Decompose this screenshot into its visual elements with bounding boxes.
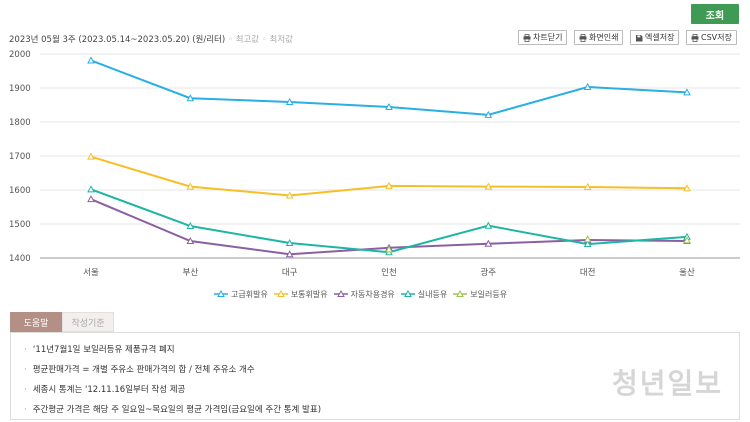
note-item: · 평균판매가격 = 개별 주유소 판매가격의 합 / 전체 주유소 개수 [24,365,255,375]
hint-max: ◦ 최고값 [227,35,260,45]
note-item: · 주간평균 가격은 해당 주 일요일~목요일의 평균 가격임(금요일에 주간 통… [24,405,322,415]
excel-save-label: 엑셀저장 [645,33,675,42]
legend-marker-icon [214,290,228,297]
x-tick-label: 대구 [282,268,298,278]
y-tick-label: 1400 [9,254,31,264]
note-text: 세종시 통계는 '12.11.16일부터 작성 제공 [32,385,186,395]
note-item: · ‘11년7월1일 보일러등유 제품규격 폐지 [24,345,175,355]
legend-item[interactable]: 실내등유 [400,289,448,300]
help-panel: · ‘11년7월1일 보일러등유 제품규격 폐지 · 평균판매가격 = 개별 주유소… [10,332,740,420]
note-text: 주간평균 가격은 해당 주 일요일~목요일의 평균 가격임(금요일에 주간 통계… [32,405,322,415]
legend-label: 자동차용경유 [350,289,395,299]
legend-label: 보통휘발유 [290,289,328,299]
legend-item[interactable]: 보통휘발유 [273,289,328,300]
hint-max-label: 최고값 [235,35,260,45]
printer-icon [579,33,587,42]
x-tick-label: 광주 [480,267,496,278]
y-tick-label: 2000 [9,50,31,60]
x-tick-label: 인천 [381,267,397,278]
legend-marker-icon [273,290,288,297]
close-chart-label: 차트닫기 [533,33,563,42]
data-point [583,235,592,243]
data-point [87,152,95,160]
csv-save-button[interactable]: CSV저장 [686,30,737,45]
legend-label: 실내등유 [417,289,448,299]
legend-item[interactable]: 자동차용경유 [333,289,395,300]
data-point [186,182,195,190]
info-tabs: 도움말 작성기준 [10,312,114,332]
unit-text: (원/리터) [192,35,226,45]
x-tick-label: 대전 [580,267,596,278]
note-item: · 세종시 통계는 '12.11.16일부터 작성 제공 [24,385,186,395]
data-point [583,240,592,248]
hint-min-label: 최저값 [269,35,293,45]
print-screen-label: 화면인쇄 [589,33,619,42]
save-icon [636,34,643,41]
close-chart-button[interactable]: 차트닫기 [518,30,568,45]
printer-icon [691,33,699,42]
data-point [285,97,294,105]
tab-help[interactable]: 도움말 [10,312,62,332]
data-point [385,181,393,189]
data-point [385,245,393,253]
data-point [285,238,294,247]
watermark-logo: 청년일보 [612,367,724,400]
data-point [484,239,493,247]
x-tick-label: 서울 [83,268,99,278]
excel-save-button[interactable]: 엑셀저장 [630,30,680,45]
printer-icon [523,33,531,42]
data-point [484,221,493,229]
data-point [285,191,294,199]
note-text: 평균판매가격 = 개별 주유소 판매가격의 합 / 전체 주유소 개수 [32,365,255,375]
legend-item[interactable]: 고급휘발유 [214,289,268,300]
print-screen-button[interactable]: 화면인쇄 [574,30,624,45]
x-tick-label: 부산 [183,267,199,278]
legend-marker-icon [400,290,415,297]
data-point [186,94,195,102]
chart-legend: 고급휘발유 보통휘발유 자동차용경유 실내등유 보일러등유 [214,287,544,301]
data-point [583,82,592,90]
period-label: 2023년 05월 3주 (2023.05.14~2023.05.20) (원/… [9,33,293,45]
data-point [385,102,393,111]
data-point [285,250,294,258]
data-point [683,88,691,96]
legend-marker-icon [453,290,468,297]
hint-min: ◦ 최저값 [261,35,293,45]
legend-label: 고급휘발유 [231,289,268,299]
data-point [683,184,691,192]
data-point [87,56,95,64]
tab-criteria[interactable]: 작성기준 [62,312,114,332]
y-tick-label: 1600 [9,186,31,196]
y-tick-label: 1700 [9,152,31,162]
note-text: ‘11년7월1일 보일러등유 제품규격 폐지 [32,345,175,355]
y-tick-label: 1500 [9,220,31,230]
data-point [186,221,195,230]
price-line-chart: 1400 1500 1600 1700 1800 1900 2000 서울 부산 대구 인천 광주 대전… [9,50,740,278]
series-line [90,188,688,254]
data-point [683,236,691,244]
data-point [484,110,493,118]
x-tick-label: 울산 [679,267,695,278]
search-button[interactable]: 조회 [691,4,739,24]
data-point [87,185,95,193]
data-point [484,182,493,190]
y-tick-label: 1900 [9,84,31,94]
period-text: 2023년 05월 3주 (2023.05.14~2023.05.20) [9,35,190,45]
data-point [583,182,592,190]
legend-item[interactable]: 보일러등유 [453,289,507,300]
csv-save-label: CSV저장 [701,33,732,42]
legend-label: 보일러등유 [470,289,508,299]
data-point [87,195,95,203]
legend-marker-icon [333,290,348,297]
y-tick-label: 1800 [9,118,31,128]
data-point [186,236,195,244]
